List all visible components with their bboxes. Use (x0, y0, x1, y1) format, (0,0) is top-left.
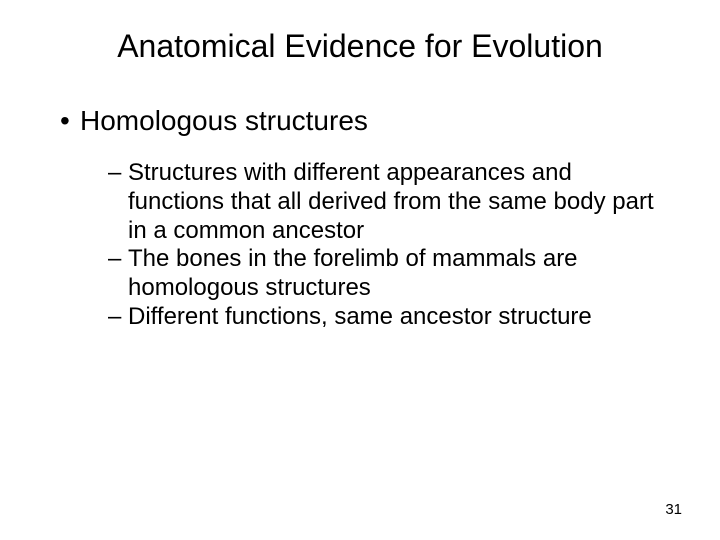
slide-container: Anatomical Evidence for Evolution Homolo… (0, 0, 720, 540)
bullet-main: Homologous structures (60, 105, 660, 137)
page-number: 31 (665, 501, 682, 518)
sub-bullet: The bones in the forelimb of mammals are… (108, 245, 660, 303)
sub-bullet: Different functions, same ancestor struc… (108, 303, 660, 332)
sub-bullet-group: Structures with different appearances an… (60, 159, 660, 332)
slide-title: Anatomical Evidence for Evolution (60, 28, 660, 65)
sub-bullet: Structures with different appearances an… (108, 159, 660, 245)
